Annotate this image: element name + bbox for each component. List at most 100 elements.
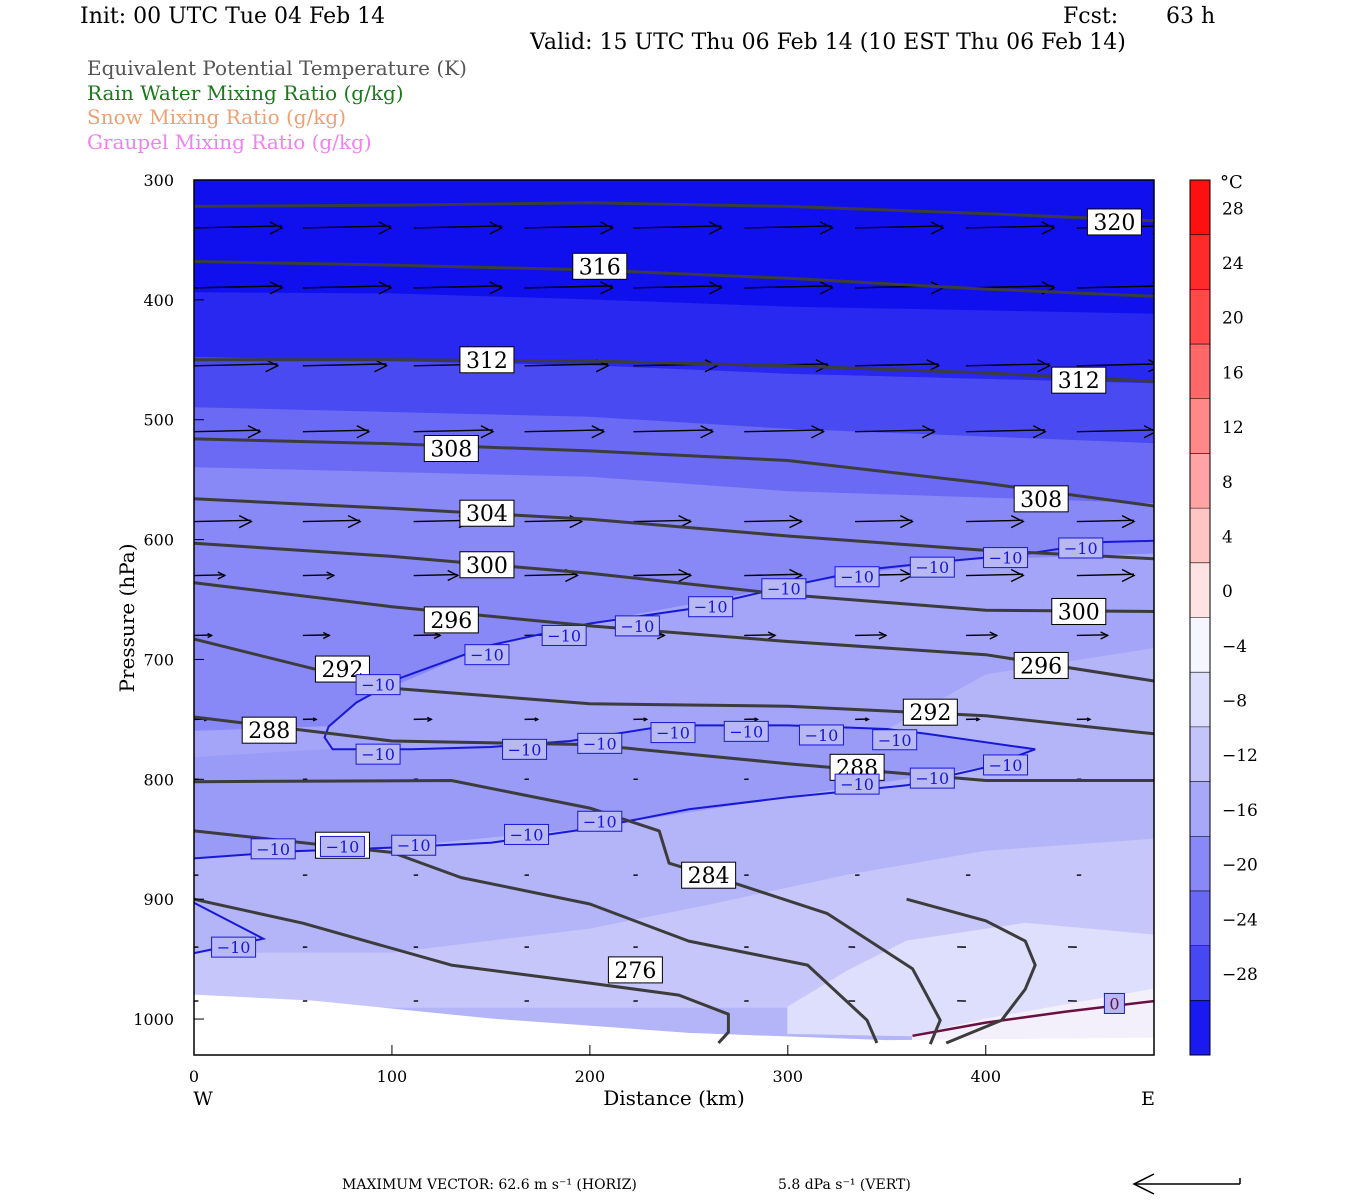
svg-text:288: 288: [248, 719, 290, 744]
svg-text:−10: −10: [256, 840, 290, 859]
valid-time: Valid: 15 UTC Thu 06 Feb 14 (10 EST Thu …: [530, 30, 1126, 55]
wind-vector: [1076, 359, 1154, 373]
svg-text:−10: −10: [217, 938, 251, 957]
wind-vector: [524, 281, 615, 295]
theta-e-contour: [194, 897, 730, 1045]
legend-snow: Snow Mixing Ratio (g/kg): [87, 105, 347, 129]
colorbar-tick-label: 0: [1222, 582, 1233, 602]
temperature-label: −10: [650, 722, 696, 744]
colorbar-tick-label: 8: [1222, 473, 1233, 493]
wind-vector: [302, 571, 336, 580]
colorbar-tick-label: 16: [1222, 363, 1244, 383]
colorbar-segment: [1190, 617, 1210, 673]
svg-text:−10: −10: [510, 825, 544, 844]
y-tick-label: 700: [143, 650, 174, 669]
wind-vector: [194, 571, 227, 580]
theta-e-contour: [194, 715, 1154, 782]
temperature-label: −10: [761, 578, 807, 600]
wind-vector: [744, 281, 834, 295]
colorbar: 28 24 20 16 12 8 4 0 −4 −8 −12 −16 −20 −24 −28: [1189, 179, 1258, 1056]
svg-text:312: 312: [466, 349, 508, 374]
svg-text:−10: −10: [767, 580, 801, 599]
colorbar-tick-label: −4: [1222, 637, 1247, 657]
svg-text:−10: −10: [470, 646, 504, 665]
svg-text:296: 296: [430, 609, 472, 634]
legend-theta-e: Equivalent Potential Temperature (K): [87, 56, 467, 80]
init-time: Init: 00 UTC Tue 04 Feb 14: [80, 4, 386, 29]
wind-vector: [194, 425, 262, 439]
wind-vector: [194, 281, 284, 295]
temperature-label: −10: [541, 624, 587, 646]
svg-text:−10: −10: [915, 769, 949, 788]
colorbar-unit: °C: [1220, 172, 1243, 193]
wind-vector: [744, 514, 804, 529]
wind-vector: [1076, 568, 1136, 583]
wind-vector: [413, 221, 504, 235]
wind-vector: [413, 631, 442, 640]
temperature-label: −10: [391, 834, 437, 856]
svg-text:−10: −10: [361, 676, 395, 695]
temperature-label: −10: [355, 743, 401, 765]
svg-text:304: 304: [466, 502, 508, 527]
theta-e-contour: [194, 829, 879, 1044]
x-tick-label: 100: [377, 1067, 408, 1086]
max-vector-horiz: MAXIMUM VECTOR: 62.6 m s⁻¹ (HORIZ): [342, 1177, 637, 1193]
theta-e-contour: [194, 260, 1154, 298]
wind-vector: [302, 631, 331, 640]
theta-e-label: 288: [241, 716, 297, 744]
theta-e-label: 292: [314, 655, 370, 683]
temperature-label: −10: [250, 838, 296, 860]
svg-text:284: 284: [688, 864, 730, 889]
wind-vector: [194, 221, 284, 235]
temperature-label: −10: [614, 615, 660, 637]
colorbar-tick-label: −28: [1222, 965, 1258, 985]
wind-vector: [1076, 717, 1092, 722]
temperature-label: −10: [798, 724, 844, 746]
wind-vector: [965, 514, 1025, 529]
wind-vector: [1076, 281, 1154, 295]
max-vector-vert: 5.8 dPa s⁻¹ (VERT): [778, 1177, 911, 1193]
theta-e-contour: [194, 541, 1154, 613]
colorbar-segment: [1190, 672, 1210, 728]
temperature-label: −10: [688, 596, 734, 618]
wind-vector: [965, 631, 999, 640]
west-label: W: [193, 1088, 213, 1110]
theta-e-label: 296: [1013, 651, 1069, 679]
colorbar-segment: [1190, 781, 1210, 837]
colorbar-tick-label: 12: [1222, 418, 1244, 438]
wind-vector: [1076, 514, 1136, 529]
forecast-hours: 63 h: [1166, 4, 1216, 29]
temperature-label: 0: [1103, 992, 1125, 1014]
svg-text:−10: −10: [656, 724, 690, 743]
svg-text:−10: −10: [989, 549, 1023, 568]
wind-vector: [302, 359, 389, 373]
colorbar-segment: [1190, 180, 1210, 236]
temperature-label: −10: [872, 729, 918, 751]
colorbar-segment: [1190, 890, 1210, 947]
y-tick-label: 300: [143, 171, 174, 190]
wind-vector: [744, 221, 834, 235]
wind-vector: [855, 514, 914, 529]
colorbar-segment: [1190, 398, 1210, 454]
wind-vector: [855, 631, 888, 640]
y-tick-label: 400: [143, 291, 174, 310]
colorbar-tick-label: −16: [1222, 801, 1258, 821]
svg-text:312: 312: [1058, 369, 1100, 394]
svg-text:−10: −10: [397, 836, 431, 855]
y-tick-label: 1000: [133, 1010, 174, 1029]
svg-text:−10: −10: [1064, 539, 1098, 558]
wind-vector: [744, 425, 826, 439]
x-tick-label: 300: [773, 1067, 804, 1086]
theta-e-label: 300: [1051, 598, 1107, 626]
wind-vector: [965, 359, 1052, 373]
svg-text:276: 276: [614, 959, 656, 984]
wind-vector: [413, 569, 460, 582]
wind-vector: [302, 514, 362, 529]
wind-vector: [633, 717, 649, 722]
y-axis-label: Pressure (hPa): [115, 544, 139, 693]
colorbar-segment: [1190, 562, 1210, 618]
temperature-label: −10: [355, 674, 401, 696]
wind-vector: [302, 221, 393, 235]
temperature-label: −10: [464, 644, 510, 666]
wind-vector: [1076, 631, 1110, 640]
